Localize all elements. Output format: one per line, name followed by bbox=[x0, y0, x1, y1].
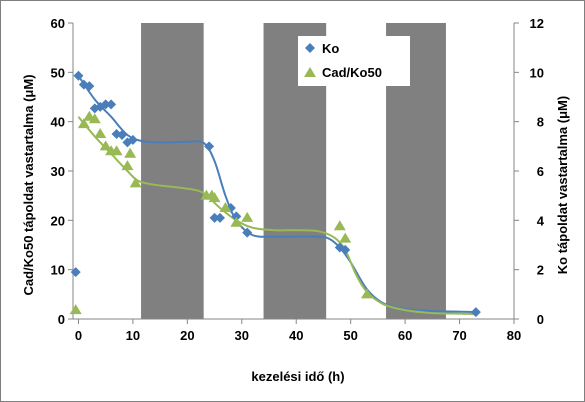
ko-point-20 bbox=[470, 307, 481, 318]
cad-point-13 bbox=[208, 192, 221, 203]
y-axis-left-title: Cad/Ko50 tápoldat vastartalma (μM) bbox=[21, 74, 36, 295]
cad-point-14 bbox=[219, 202, 232, 212]
y-left-tick-label-4: 40 bbox=[51, 115, 65, 130]
cad-point-17 bbox=[333, 220, 346, 231]
x-tick-label-5: 50 bbox=[343, 328, 357, 343]
cad-point-1 bbox=[77, 118, 90, 129]
y-right-tick-label-2: 4 bbox=[537, 213, 545, 228]
cad-point-7 bbox=[110, 145, 123, 156]
cad-point-10 bbox=[129, 177, 142, 188]
y-right-tick-label-0: 0 bbox=[537, 312, 544, 327]
ko-point-3 bbox=[84, 81, 95, 92]
x-tick-label-6: 60 bbox=[398, 328, 412, 343]
y-left-tick-label-3: 30 bbox=[51, 164, 65, 179]
y-right-tick-label-5: 10 bbox=[530, 65, 544, 80]
ko-point-12 bbox=[204, 141, 215, 152]
ko-point-0 bbox=[70, 267, 81, 278]
y-left-tick-label-0: 0 bbox=[58, 312, 65, 327]
ko-point-11 bbox=[127, 134, 138, 145]
y-right-tick-label-6: 12 bbox=[530, 16, 544, 31]
legend-cad-marker bbox=[304, 67, 316, 77]
ko-point-14 bbox=[215, 212, 225, 223]
y-right-tick-label-1: 2 bbox=[537, 263, 544, 278]
tick-labels: 0 10 20 30 40 50 60 70 80 0 10 20 30 40 50 60 0 2 4 6 8 10 12 bbox=[51, 16, 545, 343]
cad-point-16 bbox=[241, 211, 254, 222]
data-points bbox=[69, 70, 481, 318]
cad-point-19 bbox=[361, 288, 373, 299]
x-tick-label-7: 70 bbox=[452, 328, 466, 343]
ko-point-19 bbox=[340, 244, 351, 255]
x-tick-label-3: 30 bbox=[235, 328, 249, 343]
x-tick-label-0: 0 bbox=[75, 328, 82, 343]
y-left-tick-label-6: 60 bbox=[51, 16, 65, 31]
cad-point-3 bbox=[88, 113, 101, 124]
y-right-tick-label-3: 6 bbox=[537, 164, 544, 179]
ko-point-16 bbox=[231, 211, 242, 222]
dark-period-bands bbox=[141, 23, 446, 319]
ko-point-1 bbox=[73, 70, 84, 81]
ko-point-6 bbox=[100, 99, 111, 110]
y-right-tick-label-4: 8 bbox=[537, 115, 544, 130]
cad-point-4 bbox=[94, 128, 107, 138]
legend: Ko Cad/Ko50 bbox=[298, 36, 410, 86]
y-left-tick-label-1: 10 bbox=[51, 263, 65, 278]
x-tick-label-1: 10 bbox=[126, 328, 140, 343]
x-tick-label-4: 40 bbox=[289, 328, 303, 343]
dark-period-band-0 bbox=[141, 23, 204, 319]
legend-ko-label: Ko bbox=[322, 41, 339, 56]
y-axis-right-title: Ko tápoldat vastartalma (μM) bbox=[555, 96, 570, 274]
cad-point-0 bbox=[69, 304, 82, 315]
x-axis-title: kezelési idő (h) bbox=[251, 369, 344, 384]
x-tick-label-2: 20 bbox=[180, 328, 194, 343]
x-tick-label-8: 80 bbox=[507, 328, 521, 343]
cad-point-18 bbox=[339, 232, 352, 243]
legend-box bbox=[298, 36, 410, 86]
cad-point-8 bbox=[121, 160, 134, 171]
y-left-tick-label-2: 20 bbox=[51, 213, 65, 228]
ko-point-7 bbox=[106, 99, 117, 110]
cad-point-5 bbox=[99, 140, 112, 151]
cad-point-15 bbox=[230, 216, 243, 227]
ko-point-9 bbox=[117, 129, 127, 140]
cad-point-9 bbox=[124, 147, 137, 158]
legend-cad-label: Cad/Ko50 bbox=[322, 65, 382, 80]
legend-ko-marker bbox=[305, 43, 315, 53]
ko-point-13 bbox=[209, 212, 220, 223]
ko-point-17 bbox=[242, 227, 253, 238]
y-left-tick-label-5: 50 bbox=[51, 65, 65, 80]
